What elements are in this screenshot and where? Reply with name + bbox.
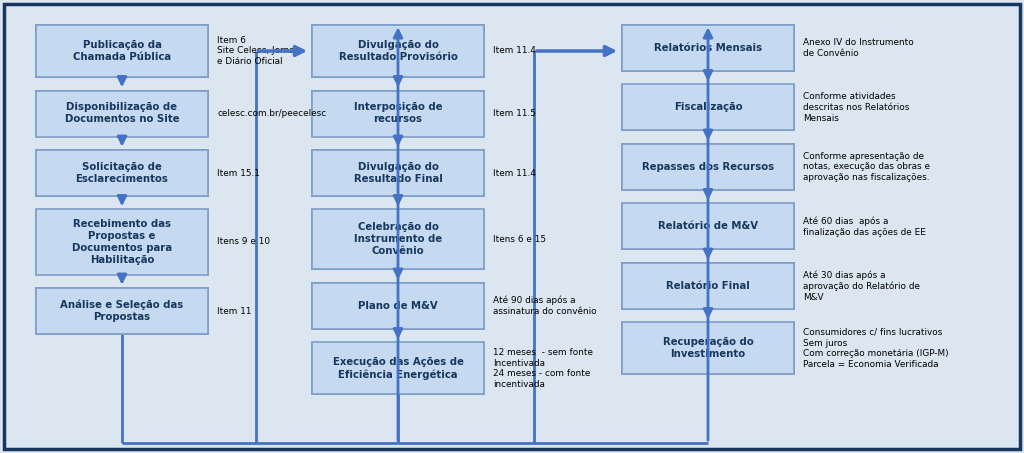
Text: Publicação da
Chamada Pública: Publicação da Chamada Pública [73, 40, 171, 62]
Text: Itens 6 e 15: Itens 6 e 15 [493, 235, 546, 244]
FancyBboxPatch shape [35, 287, 209, 335]
Text: Item 6
Site Celesc, Jornais
e Diário Oficial: Item 6 Site Celesc, Jornais e Diário Ofi… [217, 36, 302, 66]
Text: Anexo IV do Instrumento
de Convênio: Anexo IV do Instrumento de Convênio [803, 38, 913, 58]
Text: Fiscalização: Fiscalização [674, 102, 742, 112]
Text: Divulgação do
Resultado Provisório: Divulgação do Resultado Provisório [339, 40, 458, 62]
FancyBboxPatch shape [36, 91, 208, 136]
Text: Recebimento das
Propostas e
Documentos para
Habilitação: Recebimento das Propostas e Documentos p… [72, 219, 172, 265]
Text: Análise e Seleção das
Propostas: Análise e Seleção das Propostas [60, 300, 183, 322]
Text: Até 30 dias após a
aprovação do Relatório de
M&V: Até 30 dias após a aprovação do Relatóri… [803, 270, 920, 302]
FancyBboxPatch shape [622, 323, 794, 375]
Text: Até 60 dias  após a
finalização das ações de EE: Até 60 dias após a finalização das ações… [803, 217, 926, 236]
FancyBboxPatch shape [622, 143, 795, 191]
Text: Item 11: Item 11 [217, 307, 252, 315]
Text: Repasses dos Recursos: Repasses dos Recursos [642, 162, 774, 172]
Text: Celebração do
Instrumento de
Convênio: Celebração do Instrumento de Convênio [354, 222, 442, 256]
Text: Até 90 dias após a
assinatura do convênio: Até 90 dias após a assinatura do convêni… [493, 296, 597, 316]
FancyBboxPatch shape [622, 25, 794, 71]
FancyBboxPatch shape [35, 209, 209, 275]
FancyBboxPatch shape [311, 90, 484, 137]
FancyBboxPatch shape [622, 85, 794, 130]
FancyBboxPatch shape [311, 282, 484, 330]
Text: Item 11.4: Item 11.4 [493, 47, 536, 56]
Text: Item 15.1: Item 15.1 [217, 169, 260, 178]
FancyBboxPatch shape [312, 91, 484, 136]
Text: Consumidores c/ fins lucrativos
Sem juros
Com correção monetária (IGP-M)
Parcela: Consumidores c/ fins lucrativos Sem juro… [803, 328, 948, 369]
FancyBboxPatch shape [35, 90, 209, 137]
FancyBboxPatch shape [36, 150, 208, 196]
FancyBboxPatch shape [312, 25, 484, 77]
Text: Relatório Final: Relatório Final [666, 281, 750, 291]
FancyBboxPatch shape [312, 209, 484, 270]
FancyBboxPatch shape [622, 203, 794, 250]
Text: Recuperação do
Investimento: Recuperação do Investimento [663, 337, 754, 360]
Text: Itens 9 e 10: Itens 9 e 10 [217, 237, 270, 246]
Text: Disponibilização de
Documentos no Site: Disponibilização de Documentos no Site [65, 102, 179, 125]
FancyBboxPatch shape [622, 202, 795, 251]
FancyBboxPatch shape [311, 342, 484, 395]
FancyBboxPatch shape [35, 24, 209, 78]
FancyBboxPatch shape [35, 149, 209, 197]
FancyBboxPatch shape [622, 144, 794, 190]
Text: Relatório de M&V: Relatório de M&V [658, 222, 758, 231]
FancyBboxPatch shape [312, 342, 484, 395]
FancyBboxPatch shape [36, 209, 208, 275]
FancyBboxPatch shape [4, 4, 1020, 449]
FancyBboxPatch shape [622, 262, 795, 310]
Text: Item 11.5: Item 11.5 [493, 109, 536, 118]
Text: Solicitação de
Esclarecimentos: Solicitação de Esclarecimentos [76, 162, 168, 184]
FancyBboxPatch shape [36, 288, 208, 334]
Text: Plano de M&V: Plano de M&V [358, 301, 438, 311]
Text: celesc.com.br/peecelesc: celesc.com.br/peecelesc [217, 109, 326, 118]
FancyBboxPatch shape [622, 322, 795, 375]
FancyBboxPatch shape [312, 150, 484, 196]
FancyBboxPatch shape [311, 24, 484, 78]
FancyBboxPatch shape [312, 283, 484, 329]
FancyBboxPatch shape [622, 84, 795, 131]
FancyBboxPatch shape [311, 209, 484, 270]
Text: 12 meses  - sem fonte
Incentivada
24 meses - com fonte
incentivada: 12 meses - sem fonte Incentivada 24 mese… [493, 348, 593, 389]
Text: Conforme apresentação de
notas, execução das obras e
aprovação nas fiscalizações: Conforme apresentação de notas, execução… [803, 152, 930, 182]
Text: Execução das Ações de
Eficiência Energética: Execução das Ações de Eficiência Energét… [333, 357, 464, 380]
Text: Divulgação do
Resultado Final: Divulgação do Resultado Final [353, 162, 442, 184]
FancyBboxPatch shape [311, 149, 484, 197]
Text: Conforme atividades
descritas nos Relatórios
Mensais: Conforme atividades descritas nos Relató… [803, 92, 909, 123]
FancyBboxPatch shape [622, 263, 794, 309]
Text: Item 11.4: Item 11.4 [493, 169, 536, 178]
Text: Interposição de
recursos: Interposição de recursos [353, 102, 442, 125]
Text: Relatórios Mensais: Relatórios Mensais [654, 43, 762, 53]
FancyBboxPatch shape [622, 24, 795, 72]
FancyBboxPatch shape [36, 25, 208, 77]
